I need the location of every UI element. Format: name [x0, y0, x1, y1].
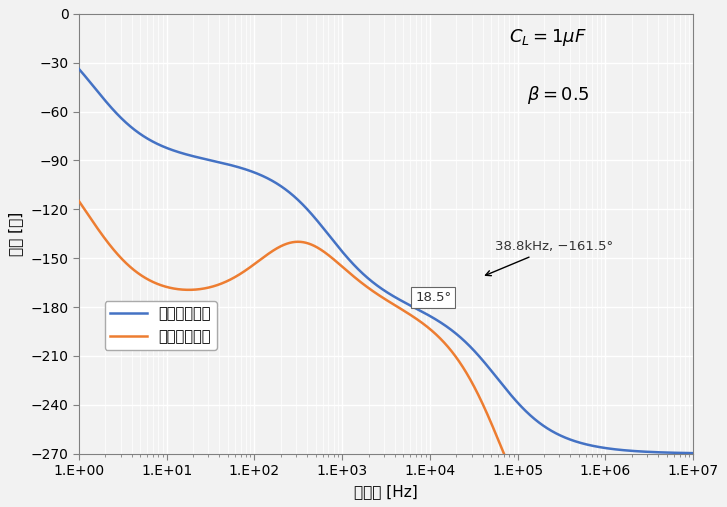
進み回路あり [309, 242, 318, 248]
進み回路なし [309, 213, 318, 220]
Legend: 進み回路なし, 進み回路あり: 進み回路なし, 進み回路あり [105, 301, 217, 350]
進み回路なし [186, 153, 195, 159]
進み回路なし [533, 418, 542, 424]
Line: 進み回路あり: 進み回路あり [79, 201, 693, 507]
進み回路あり [74, 198, 83, 204]
進み回路なし [443, 324, 451, 330]
X-axis label: 周波数 [Hz]: 周波数 [Hz] [354, 484, 418, 499]
Text: $\beta = 0.5$: $\beta = 0.5$ [527, 84, 590, 106]
Y-axis label: 位相 [度]: 位相 [度] [8, 211, 23, 256]
Text: 38.8kHz, −161.5°: 38.8kHz, −161.5° [486, 240, 613, 276]
進み回路なし [474, 352, 483, 358]
進み回路あり [186, 287, 195, 293]
進み回路なし [74, 66, 83, 72]
Line: 進み回路なし: 進み回路なし [79, 69, 693, 453]
Text: 18.5°: 18.5° [415, 291, 451, 304]
進み回路なし [579, 441, 588, 447]
Text: $C_L = 1\mu F$: $C_L = 1\mu F$ [509, 27, 587, 48]
進み回路あり [474, 392, 483, 398]
進み回路あり [443, 343, 451, 349]
進み回路なし [688, 450, 697, 456]
